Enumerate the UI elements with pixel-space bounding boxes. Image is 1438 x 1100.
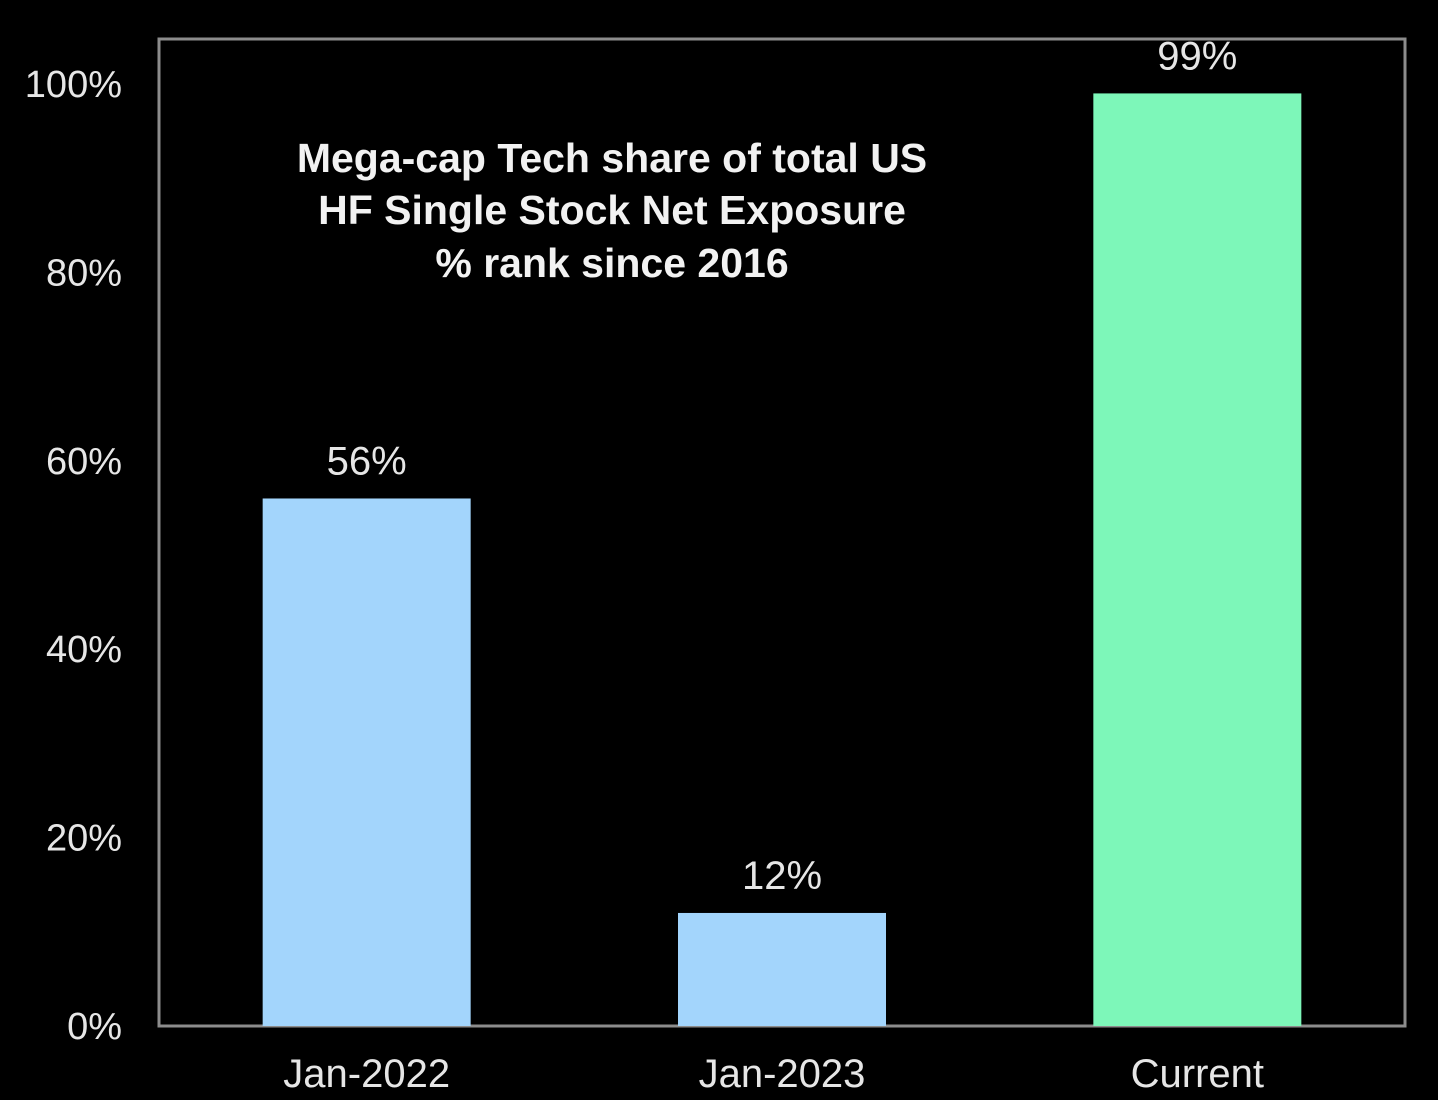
data-labels-group: 56% 12% 99% bbox=[327, 34, 1238, 898]
bar-jan-2022 bbox=[262, 498, 471, 1027]
chart-title-line-3: % rank since 2016 bbox=[435, 240, 788, 286]
y-tick-label: 60% bbox=[46, 441, 122, 483]
y-tick-label: 40% bbox=[46, 629, 122, 671]
y-tick-label: 80% bbox=[46, 252, 122, 294]
bar-current bbox=[1093, 93, 1302, 1027]
data-label: 99% bbox=[1157, 34, 1237, 78]
x-axis-labels: Jan-2022 Jan-2023 Current bbox=[283, 1052, 1264, 1096]
y-tick-label: 20% bbox=[46, 818, 122, 860]
y-tick-label: 0% bbox=[67, 1006, 122, 1048]
bar-jan-2023 bbox=[678, 912, 886, 1026]
chart-title-line-2: HF Single Stock Net Exposure bbox=[318, 187, 906, 233]
data-label: 12% bbox=[742, 854, 822, 898]
x-tick-label: Jan-2022 bbox=[283, 1052, 450, 1096]
chart-title: Mega-cap Tech share of total US HF Singl… bbox=[297, 135, 927, 286]
x-tick-label: Current bbox=[1131, 1052, 1264, 1096]
y-axis-ticks: 0% 20% 40% 60% 80% 100% bbox=[25, 64, 122, 1048]
data-label: 56% bbox=[327, 439, 407, 483]
chart-title-line-1: Mega-cap Tech share of total US bbox=[297, 135, 927, 181]
x-tick-label: Jan-2023 bbox=[699, 1052, 866, 1096]
y-tick-label: 100% bbox=[25, 64, 122, 106]
bars-group bbox=[262, 93, 1302, 1027]
